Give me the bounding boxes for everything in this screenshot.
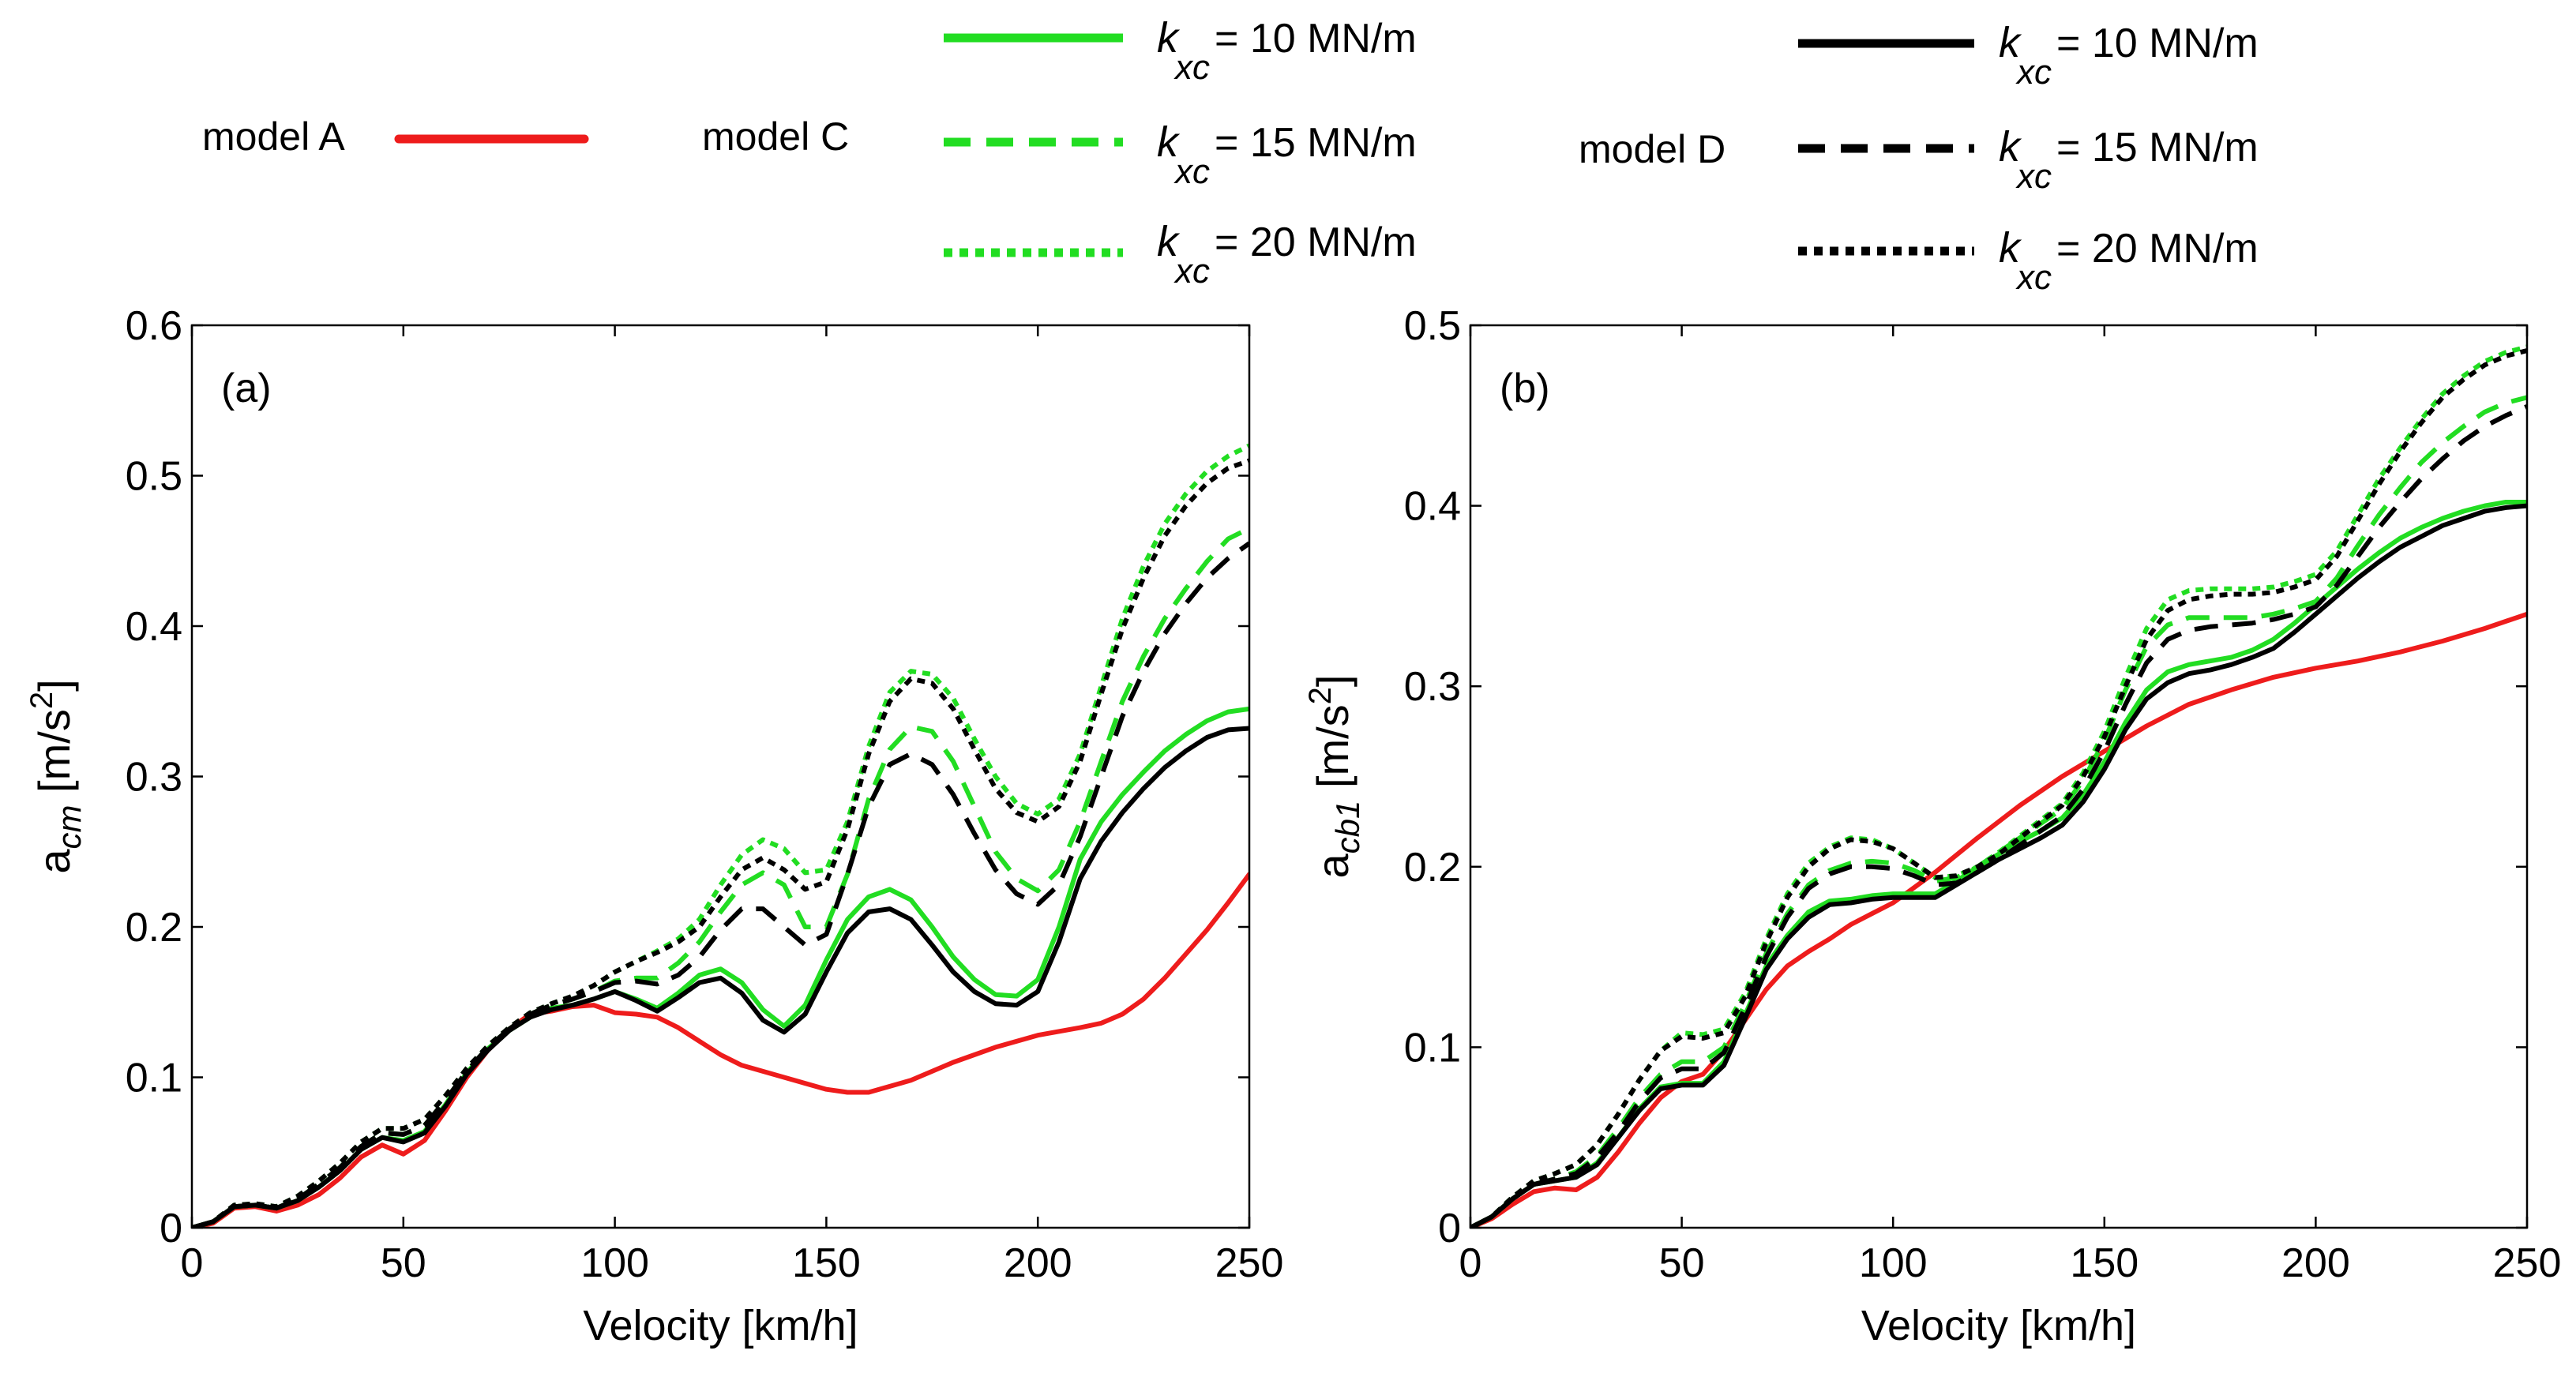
- x-tick-label: 0: [1459, 1240, 1482, 1286]
- k-symbol: k: [1157, 14, 1181, 62]
- k-subscript: xc: [1173, 48, 1210, 87]
- k-symbol: k: [1999, 224, 2022, 272]
- series-line-4: [192, 726, 1249, 1228]
- legend-model-c-k15: k xc = 15 MN/m: [1157, 118, 1417, 191]
- series-line-2: [192, 526, 1249, 1228]
- series-line-4: [1470, 503, 2527, 1228]
- y-tick-label: 0.1: [126, 1056, 182, 1101]
- series-line-0: [1470, 611, 2527, 1228]
- series-line-6: [1470, 348, 2527, 1228]
- k-symbol: k: [1999, 19, 2022, 66]
- x-axis-label: Velocity [km/h]: [1861, 1302, 2136, 1349]
- k-subscript: xc: [1173, 252, 1210, 291]
- legend-model-c-k10: k xc = 10 MN/m: [1157, 14, 1417, 87]
- k-symbol: k: [1157, 118, 1181, 166]
- y-tick-label: 0.2: [1404, 845, 1461, 891]
- legend-model-d-k15: k xc = 15 MN/m: [1999, 123, 2259, 196]
- legend-k-value: = 10 MN/m: [2056, 21, 2259, 66]
- y-axis-label: acb1 [m/s2]: [1303, 674, 1366, 878]
- y-tick-label: 0: [160, 1206, 182, 1251]
- x-tick-label: 200: [2281, 1240, 2350, 1286]
- axes-box: [190, 324, 1251, 1229]
- series-line-3: [1470, 344, 2527, 1228]
- x-tick-label: 0: [181, 1240, 204, 1286]
- x-tick-label: 100: [580, 1240, 649, 1286]
- axes-box: [1469, 324, 2529, 1229]
- y-tick-label: 0.5: [126, 454, 182, 500]
- x-tick-label: 250: [2493, 1240, 2562, 1286]
- legend-model-c-label: model C: [702, 114, 849, 159]
- panel-label: (a): [221, 366, 272, 411]
- x-tick-label: 50: [1659, 1240, 1705, 1286]
- legend-model-d-label: model D: [1579, 127, 1725, 171]
- legend-model-a-label: model A: [202, 114, 345, 159]
- x-tick-label: 150: [792, 1240, 861, 1286]
- series-line-2: [1470, 395, 2527, 1228]
- x-tick-label: 100: [1859, 1240, 1928, 1286]
- panel-label: (b): [1500, 366, 1550, 411]
- k-symbol: k: [1157, 218, 1181, 265]
- chart-panel-a: 0 50 100 150 200 250 0 0.1 0.2 0.3 0.4 0.5 0.6 (a) Vel…: [24, 303, 1283, 1349]
- k-subscript: xc: [1173, 152, 1210, 191]
- legend-k-value: = 20 MN/m: [1215, 219, 1417, 265]
- legend-k-value: = 15 MN/m: [2056, 125, 2259, 171]
- chart-panel-b: 0 50 100 150 200 250 0 0.1 0.2 0.3 0.4 0.5 (b) Veloci…: [1303, 303, 2561, 1349]
- y-tick-label: 0.1: [1404, 1025, 1461, 1071]
- series-line-5: [1470, 404, 2527, 1228]
- legend-model-d-k10: k xc = 10 MN/m: [1999, 19, 2259, 92]
- k-subscript: xc: [2015, 258, 2052, 297]
- series-group: [192, 443, 1249, 1228]
- k-subscript: xc: [2015, 53, 2052, 92]
- legend-k-value: = 10 MN/m: [1215, 16, 1417, 62]
- y-tick-label: 0.2: [126, 905, 182, 951]
- y-tick-label: 0: [1438, 1206, 1461, 1251]
- x-tick-label: 200: [1004, 1240, 1072, 1286]
- k-symbol: k: [1999, 123, 2022, 171]
- y-tick-label: 0.4: [126, 604, 182, 650]
- y-tick-label: 0.3: [1404, 664, 1461, 710]
- legend-model-d-k20: k xc = 20 MN/m: [1999, 224, 2259, 297]
- x-axis-label: Velocity [km/h]: [583, 1302, 858, 1349]
- y-tick-label: 0.6: [126, 303, 182, 349]
- x-tick-label: 150: [2070, 1240, 2139, 1286]
- legend-model-c-k20: k xc = 20 MN/m: [1157, 218, 1417, 291]
- y-tick-label: 0.4: [1404, 484, 1461, 530]
- y-tick-label: 0.5: [1404, 303, 1461, 349]
- legend-k-value: = 20 MN/m: [2056, 226, 2259, 272]
- legend-k-value: = 15 MN/m: [1215, 120, 1417, 166]
- series-group: [1470, 344, 2527, 1228]
- series-line-5: [192, 541, 1249, 1228]
- x-tick-label: 250: [1215, 1240, 1284, 1286]
- series-line-0: [192, 872, 1249, 1228]
- legend: model A model C k xc = 10 MN/m k xc = 15…: [202, 14, 2259, 297]
- x-tick-label: 50: [381, 1240, 426, 1286]
- series-line-6: [192, 458, 1249, 1228]
- series-line-3: [192, 443, 1249, 1228]
- k-subscript: xc: [2015, 157, 2052, 196]
- y-tick-label: 0.3: [126, 755, 182, 801]
- y-axis-label: acm [m/s2]: [24, 679, 88, 873]
